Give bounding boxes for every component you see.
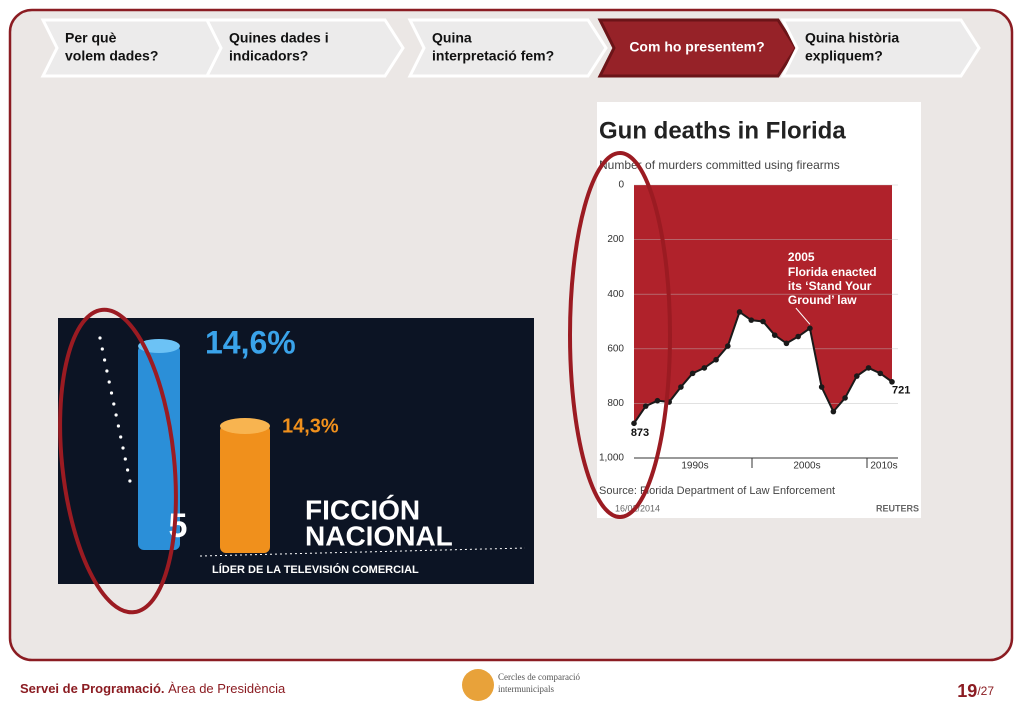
tv-title: FICCIÓN: [305, 494, 420, 525]
tv-image: [58, 318, 534, 584]
dot: [103, 358, 107, 362]
blue-cylinder: [138, 345, 180, 550]
point: [771, 332, 778, 338]
dot: [112, 402, 116, 406]
dot: [123, 457, 127, 461]
y-tick-label: 400: [607, 289, 624, 300]
point: [678, 384, 684, 390]
point: [713, 356, 719, 363]
point: [854, 373, 860, 379]
page: 19: [957, 681, 977, 701]
value-label: 721: [892, 385, 910, 397]
credit: REUTERS: [876, 503, 919, 513]
step-label: Quines dades i: [229, 30, 329, 46]
point: [783, 340, 790, 347]
footer-org-rest: Àrea de Presidència: [165, 681, 286, 696]
dot: [98, 336, 102, 340]
page-number: 19/27: [957, 681, 994, 701]
step-label: expliquem?: [805, 48, 883, 64]
dot: [105, 369, 109, 373]
dot: [126, 468, 130, 472]
point: [701, 365, 708, 371]
point: [725, 343, 731, 349]
dot: [121, 446, 125, 450]
point: [642, 403, 649, 409]
point: [748, 317, 755, 323]
tv-subtitle: LÍDER DE LA TELEVISIÓN COMERCIAL: [212, 563, 419, 576]
point: [795, 333, 801, 340]
step-chevron: [597, 18, 798, 78]
logo-text: intermunicipals: [498, 684, 554, 694]
x-tick-label: 2000s: [793, 461, 820, 472]
event-text: Ground’ law: [788, 293, 857, 307]
dot: [119, 435, 123, 439]
step-label: Quina història: [805, 30, 899, 46]
step-label: indicadors?: [229, 48, 308, 64]
dot: [116, 424, 120, 428]
highlight: [568, 151, 672, 519]
event-text: its ‘Stand Your: [788, 279, 872, 293]
point: [865, 365, 872, 371]
step-label: Com ho presentem?: [629, 39, 764, 55]
dot: [109, 391, 114, 395]
y-tick-label: 200: [607, 234, 624, 245]
x-tick-label: 1990s: [681, 461, 708, 472]
dot: [114, 413, 118, 417]
point: [736, 309, 743, 315]
point: [877, 370, 884, 377]
point: [842, 395, 848, 401]
point: [889, 379, 895, 385]
orange-top: [220, 418, 270, 434]
step-label: interpretació fem?: [432, 48, 554, 64]
point: [830, 408, 837, 415]
point: [818, 384, 825, 390]
dot: [107, 380, 111, 384]
step-label: Per què: [65, 30, 117, 46]
blue-top: [138, 339, 180, 353]
y-tick-label: 600: [607, 343, 624, 354]
y-tick-label: 1,000: [599, 453, 624, 464]
step-label: Quina: [432, 30, 472, 46]
footer-org: Servei de Programació. Àrea de Presidènc…: [20, 681, 286, 696]
event-year: 2005: [788, 250, 815, 264]
point: [760, 318, 766, 325]
footer-org-bold: Servei de Programació.: [20, 681, 165, 696]
highlight: [58, 307, 178, 615]
y-tick-label: 800: [607, 398, 624, 409]
step-chevron: [407, 18, 608, 78]
value-label: 873: [631, 427, 649, 439]
chart-title: Gun deaths in Florida: [599, 117, 846, 144]
below-area: [634, 311, 892, 458]
logo: [462, 669, 494, 701]
step-chevron: [780, 18, 981, 78]
point: [654, 397, 661, 404]
event-text: Florida enacted: [788, 265, 877, 279]
point: [689, 370, 696, 377]
dot: [128, 479, 132, 483]
source: Source: Florida Department of Law Enforc…: [599, 485, 835, 497]
step-chevron: [204, 18, 405, 78]
x-tick-label: 2010s: [870, 461, 897, 472]
orange-label: 14,3%: [282, 415, 339, 437]
orange-cylinder: [220, 425, 270, 553]
tv-title: NACIONAL: [305, 520, 453, 551]
logo-text: Cercles de comparació: [498, 672, 580, 682]
event-pointer: [795, 307, 811, 325]
step-label: volem dades?: [65, 48, 158, 64]
dot: [100, 347, 104, 351]
tv-rule: [199, 547, 526, 557]
chart-subtitle: Number of murders committed using firear…: [599, 158, 840, 172]
point: [631, 420, 637, 427]
total: /27: [977, 684, 994, 698]
y-tick-label: 0: [618, 180, 624, 191]
point: [807, 325, 813, 332]
blue-label: 14,6%: [205, 324, 296, 360]
